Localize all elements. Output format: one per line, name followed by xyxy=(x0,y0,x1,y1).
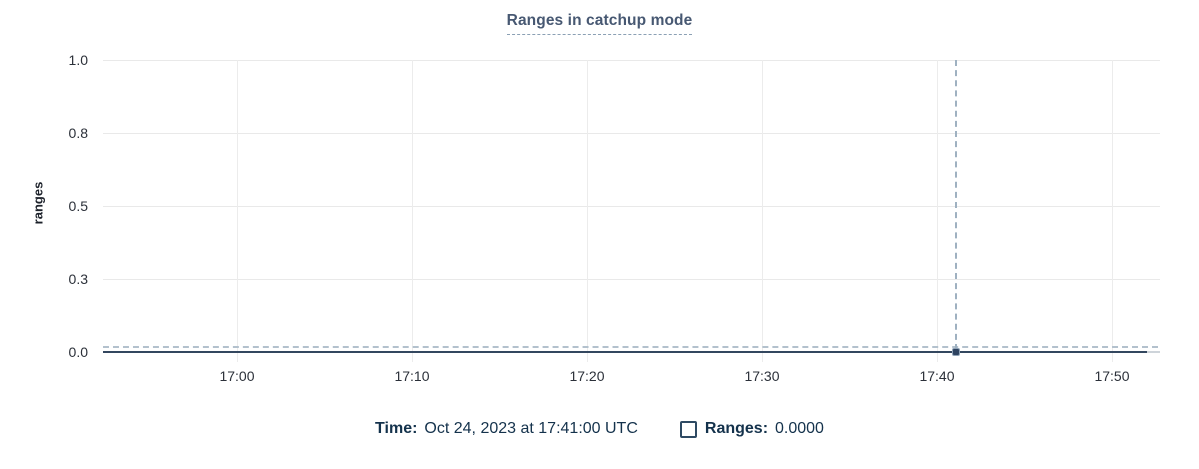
legend-series-label: Ranges: xyxy=(704,420,769,437)
legend-time: Time: Oct 24, 2023 at 17:41:00 UTC xyxy=(375,420,638,438)
x-tick-label: 17:00 xyxy=(219,368,255,384)
ranges-series-line xyxy=(103,351,1147,353)
y-tick-label: 0.5 xyxy=(68,198,88,214)
x-gridline xyxy=(762,60,763,362)
zero-guideline xyxy=(103,346,1158,348)
chart-header: Ranges in catchup mode xyxy=(0,12,1199,35)
legend-series-value: 0.0000 xyxy=(775,420,824,437)
x-gridline xyxy=(412,60,413,362)
legend-time-label: Time: xyxy=(375,420,418,437)
legend-series: Ranges: 0.0000 xyxy=(679,420,824,438)
x-tick-label: 17:30 xyxy=(744,368,780,384)
ranges-series-line-incomplete xyxy=(1147,351,1160,353)
y-gridline xyxy=(103,206,1160,207)
hover-point-marker xyxy=(952,348,960,356)
x-gridline xyxy=(587,60,588,362)
y-gridline xyxy=(103,60,1160,61)
x-tick-label: 17:40 xyxy=(919,368,955,384)
y-tick-label: 0.0 xyxy=(68,344,88,360)
x-gridline xyxy=(237,60,238,362)
legend-time-value: Oct 24, 2023 at 17:41:00 UTC xyxy=(424,420,638,437)
x-tick-label: 17:10 xyxy=(394,368,430,384)
hover-legend: Time: Oct 24, 2023 at 17:41:00 UTC Range… xyxy=(0,420,1199,438)
y-tick-label: 0.3 xyxy=(68,271,88,287)
y-gridline xyxy=(103,279,1160,280)
x-tick-label: 17:20 xyxy=(569,368,605,384)
y-tick-label: 1.0 xyxy=(68,52,88,68)
x-gridline xyxy=(1112,60,1113,362)
y-gridline xyxy=(103,133,1160,134)
x-gridline xyxy=(937,60,938,362)
x-tick-label: 17:50 xyxy=(1094,368,1130,384)
chart-title[interactable]: Ranges in catchup mode xyxy=(506,12,693,35)
hover-crosshair-line xyxy=(955,60,957,350)
ranges-series-checkbox[interactable] xyxy=(679,420,697,438)
y-tick-label: 0.8 xyxy=(68,125,88,141)
